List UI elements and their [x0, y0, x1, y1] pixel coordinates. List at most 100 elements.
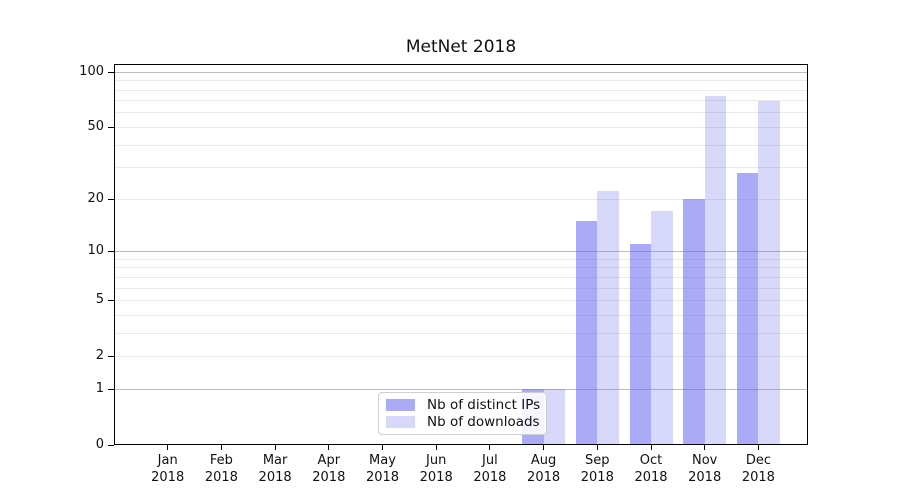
x-tick-label-year: 2018: [365, 470, 400, 485]
x-tick-label: Sep 2018: [569, 452, 625, 486]
x-tick-label-month: Jun: [426, 453, 447, 468]
x-tick-label: Jun 2018: [408, 452, 464, 486]
x-tick-label-month: Nov: [692, 453, 718, 468]
y-gridline-minor: [114, 314, 808, 316]
y-axis-tick: [108, 388, 114, 390]
bar-downloads-dec: [758, 101, 780, 445]
x-tick-label-month: Oct: [639, 453, 663, 468]
plot-border: [114, 64, 808, 445]
x-tick-label-month: May: [369, 453, 396, 468]
y-gridline-minor: [114, 332, 808, 334]
x-axis-tick: [596, 445, 598, 450]
x-tick-label-year: 2018: [151, 470, 185, 485]
y-gridline-major: [114, 71, 808, 73]
y-gridline-minor: [114, 287, 808, 289]
x-tick-label-month: Sep: [585, 453, 610, 468]
y-tick-label: 100: [79, 63, 104, 79]
x-tick-label: Dec 2018: [730, 452, 786, 486]
x-axis-tick: [489, 445, 491, 450]
x-tick-label: May 2018: [355, 452, 411, 486]
y-gridline-major: [114, 251, 808, 252]
y-axis-tick: [108, 198, 114, 200]
x-tick-label-year: 2018: [312, 470, 346, 485]
bar-downloads-oct: [651, 211, 673, 445]
y-gridline-minor: [114, 276, 808, 278]
x-tick-label: Aug 2018: [516, 452, 572, 486]
x-tick-label-year: 2018: [204, 470, 238, 485]
x-axis-tick: [650, 445, 652, 450]
x-tick-label-year: 2018: [580, 470, 614, 485]
y-gridline-minor: [114, 198, 808, 200]
y-gridline-minor: [114, 167, 808, 169]
x-tick-label-month: Jul: [482, 453, 498, 468]
y-tick-label: 0: [95, 437, 104, 452]
x-axis-tick: [328, 445, 330, 450]
x-tick-label-year: 2018: [634, 470, 668, 485]
x-tick-label-month: Feb: [209, 453, 233, 468]
y-axis-tick: [108, 71, 114, 73]
legend-swatch-downloads: [386, 416, 415, 428]
x-axis-tick: [382, 445, 383, 450]
bar-distinct-ips-dec: [736, 172, 759, 445]
x-tick-label-year: 2018: [419, 470, 453, 485]
x-tick-label: Feb 2018: [193, 452, 249, 486]
x-tick-label-month: Mar: [262, 453, 288, 468]
x-tick-label-year: 2018: [527, 470, 561, 485]
y-gridline-major: [114, 388, 808, 390]
y-axis-tick: [108, 126, 114, 128]
y-axis-tick: [108, 300, 114, 301]
x-tick-label-year: 2018: [473, 470, 507, 485]
y-tick-label: 1: [95, 380, 104, 396]
x-tick-label-year: 2018: [688, 470, 722, 485]
y-gridline-minor: [114, 356, 808, 358]
legend: Nb of distinct IPs Nb of downloads: [378, 392, 547, 435]
y-gridline-minor: [114, 267, 808, 269]
x-tick-label: Jan 2018: [140, 452, 196, 486]
y-gridline-minor: [114, 126, 808, 128]
bar-distinct-ips-oct: [629, 244, 651, 445]
x-axis-tick: [757, 445, 759, 450]
y-gridline-minor: [114, 300, 808, 301]
x-tick-label: Jul 2018: [462, 452, 518, 486]
bar-downloads-nov: [704, 95, 727, 445]
y-tick-label: 20: [87, 190, 104, 206]
legend-swatch-distinct-ips: [386, 399, 415, 411]
y-gridline-minor: [114, 100, 808, 102]
y-tick-label: 10: [87, 243, 104, 258]
x-axis-tick: [543, 445, 545, 450]
y-gridline-minor: [114, 112, 808, 114]
x-tick-label-month: Apr: [317, 453, 341, 468]
y-gridline-minor: [114, 89, 808, 91]
x-tick-label-month: Jan: [157, 453, 178, 468]
y-tick-label: 50: [87, 118, 104, 134]
x-axis-tick: [220, 445, 222, 450]
legend-label-distinct-ips: Nb of distinct IPs: [427, 397, 541, 413]
bar-downloads-sep: [597, 191, 619, 445]
bar-downloads-aug: [543, 388, 566, 445]
bar-distinct-ips-sep: [575, 220, 598, 445]
x-axis-tick: [435, 445, 437, 450]
bar-distinct-ips-nov: [683, 198, 705, 445]
legend-item-distinct-ips: Nb of distinct IPs: [386, 397, 541, 413]
y-tick-label: 2: [95, 348, 104, 364]
legend-item-downloads: Nb of downloads: [386, 414, 540, 430]
chart-title: MetNet 2018: [405, 37, 517, 57]
x-tick-label: Nov 2018: [677, 452, 733, 486]
x-tick-label-month: Aug: [530, 453, 557, 468]
x-tick-label: Apr 2018: [301, 452, 357, 486]
x-tick-label-month: Dec: [745, 453, 771, 468]
y-tick-label: 5: [95, 292, 104, 307]
x-tick-label: Mar 2018: [247, 452, 303, 486]
x-axis-tick: [704, 445, 706, 450]
x-tick-label-year: 2018: [258, 470, 292, 485]
legend-label-downloads: Nb of downloads: [427, 414, 540, 430]
x-tick-label-year: 2018: [741, 470, 775, 485]
x-tick-label: Oct 2018: [623, 452, 679, 486]
x-axis-tick: [167, 445, 169, 450]
y-gridline-minor: [114, 80, 808, 82]
x-axis-tick: [274, 445, 276, 450]
y-axis-tick: [108, 445, 114, 446]
y-axis-tick: [108, 251, 114, 252]
y-gridline-minor: [114, 144, 808, 146]
